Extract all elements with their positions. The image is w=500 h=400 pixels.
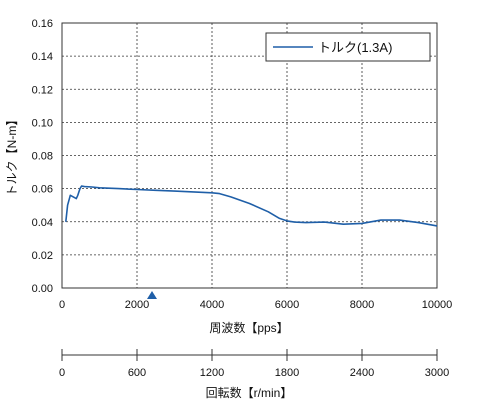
y-tick-label: 0.04: [32, 217, 53, 229]
y-tick-label: 0.14: [32, 51, 53, 63]
secondary-axis-ticks: 0 600 1200 1800 2400 3000: [59, 349, 449, 379]
secondary-axis-title: 回転数【r/min】: [206, 385, 293, 400]
y-tick-label: 0.08: [32, 151, 53, 163]
series-group: [65, 185, 438, 227]
x-tick-label: 2000: [125, 299, 149, 311]
marker-triangle: [147, 291, 157, 299]
y-tick-label: 0.00: [32, 283, 53, 295]
secondary-axis: 0 600 1200 1800 2400 3000 回転数【r/min】: [59, 349, 449, 400]
secondary-tick-label: 0: [59, 367, 65, 379]
y-tick-labels: 0.00 0.02 0.04 0.06 0.08 0.10 0.12 0.14 0.16: [32, 18, 53, 295]
secondary-tick-label: 600: [128, 367, 146, 379]
secondary-tick-label: 3000: [425, 367, 449, 379]
secondary-tick-label: 1800: [275, 367, 299, 379]
x-tick-label: 4000: [200, 299, 224, 311]
y-tick-label: 0.16: [32, 18, 53, 30]
x-tick-label: 8000: [350, 299, 374, 311]
legend: トルク(1.3A): [265, 32, 431, 62]
series-line: [65, 185, 438, 227]
x-axis-title: 周波数【pps】: [209, 320, 288, 335]
x-tick-labels: 0 2000 4000 6000 8000 10000: [59, 299, 452, 311]
rpm-marker: [147, 291, 157, 299]
plot-frame: [61, 22, 438, 289]
x-tick-label: 10000: [422, 299, 453, 311]
y-tick-label: 0.10: [32, 117, 53, 129]
y-axis-title: トルク【N-m】: [5, 114, 19, 197]
y-tick-label: 0.12: [32, 84, 53, 96]
legend-label: トルク(1.3A): [318, 40, 392, 55]
y-tick-label: 0.06: [32, 184, 53, 196]
x-tick-label: 0: [59, 299, 65, 311]
y-tick-label: 0.02: [32, 250, 53, 262]
x-tick-label: 6000: [275, 299, 299, 311]
secondary-tick-label: 2400: [350, 367, 374, 379]
secondary-tick-label: 1200: [200, 367, 224, 379]
